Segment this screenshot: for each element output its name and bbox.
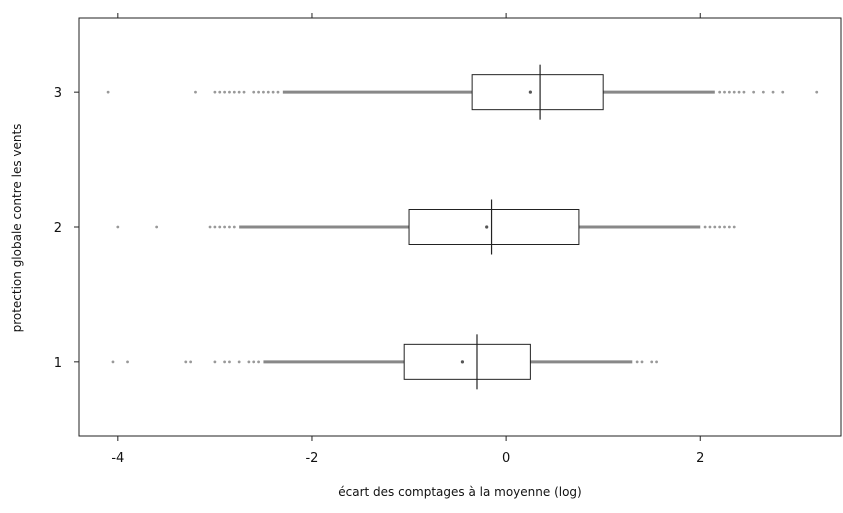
outlier-point — [781, 90, 785, 94]
outlier-point — [635, 360, 639, 364]
outlier-point — [237, 360, 241, 364]
outlier-point — [761, 90, 765, 94]
outlier-point — [213, 360, 217, 364]
outlier-point — [223, 360, 227, 364]
box-iqr — [403, 343, 531, 380]
x-axis: -4 -2 0 2 — [111, 436, 704, 466]
outlier-point — [242, 90, 246, 94]
y-axis-title: protection globale contre les vents — [10, 124, 24, 333]
outlier-point — [732, 90, 736, 94]
outlier-point — [732, 225, 736, 229]
outlier-point — [228, 90, 231, 94]
outlier-point — [247, 360, 251, 364]
y-tick-label: 2 — [54, 221, 62, 236]
outlier-point — [126, 360, 129, 364]
x-tick-label: 0 — [502, 451, 510, 466]
outlier-point — [703, 225, 707, 229]
outlier-point — [232, 90, 236, 94]
outlier-point — [218, 225, 222, 229]
outlier-point — [252, 360, 256, 364]
outlier-point — [718, 225, 722, 229]
outlier-point — [228, 225, 231, 229]
y-tick-label: 3 — [54, 86, 62, 101]
mean-point — [485, 225, 489, 229]
outlier-point — [723, 90, 726, 94]
x-tick-label: 2 — [696, 451, 704, 466]
top-axis-ticks — [117, 13, 701, 18]
outlier-point — [257, 90, 260, 94]
outlier-point — [815, 90, 819, 94]
outlier-point — [208, 225, 212, 229]
outlier-point — [194, 90, 197, 94]
outlier-point — [752, 90, 756, 94]
y-axis: 1 2 3 — [54, 86, 79, 371]
outlier-point — [218, 90, 222, 94]
outlier-point — [237, 90, 241, 94]
outlier-point — [718, 90, 722, 94]
x-tick-label: -4 — [111, 451, 124, 466]
outlier-point — [276, 90, 280, 94]
outlier-point — [713, 225, 717, 229]
outlier-point — [727, 225, 731, 229]
outlier-point — [223, 90, 227, 94]
box-group-3 — [106, 64, 819, 120]
outlier-point — [155, 225, 159, 229]
boxplot-series — [106, 64, 819, 390]
y-tick-label: 1 — [54, 356, 62, 371]
outlier-point — [213, 90, 217, 94]
x-tick-label: -2 — [305, 451, 318, 466]
outlier-point — [257, 360, 260, 364]
mean-point — [528, 90, 532, 94]
outlier-point — [232, 225, 236, 229]
outlier-point — [727, 90, 731, 94]
outlier-point — [742, 90, 746, 94]
outlier-point — [262, 90, 265, 94]
outlier-point — [116, 225, 120, 229]
box-group-1 — [111, 334, 658, 390]
box-group-2 — [116, 199, 736, 255]
outlier-point — [650, 360, 654, 364]
mean-point — [460, 360, 465, 364]
outlier-point — [708, 225, 712, 229]
outlier-point — [223, 225, 227, 229]
outlier-point — [723, 225, 726, 229]
box-iqr — [408, 209, 580, 245]
x-axis-title: écart des comptages à la moyenne (log) — [338, 485, 581, 499]
outlier-point — [771, 90, 775, 94]
outlier-point — [213, 225, 217, 229]
outlier-point — [640, 360, 644, 364]
outlier-point — [266, 90, 270, 94]
box-iqr — [471, 74, 604, 111]
outlier-point — [655, 360, 658, 364]
outlier-point — [106, 90, 110, 94]
outlier-point — [111, 360, 115, 364]
outlier-point — [737, 90, 741, 94]
outlier-point — [189, 360, 193, 364]
outlier-point — [252, 90, 256, 94]
outlier-point — [271, 90, 275, 94]
outlier-point — [184, 360, 188, 364]
outlier-point — [228, 360, 231, 364]
